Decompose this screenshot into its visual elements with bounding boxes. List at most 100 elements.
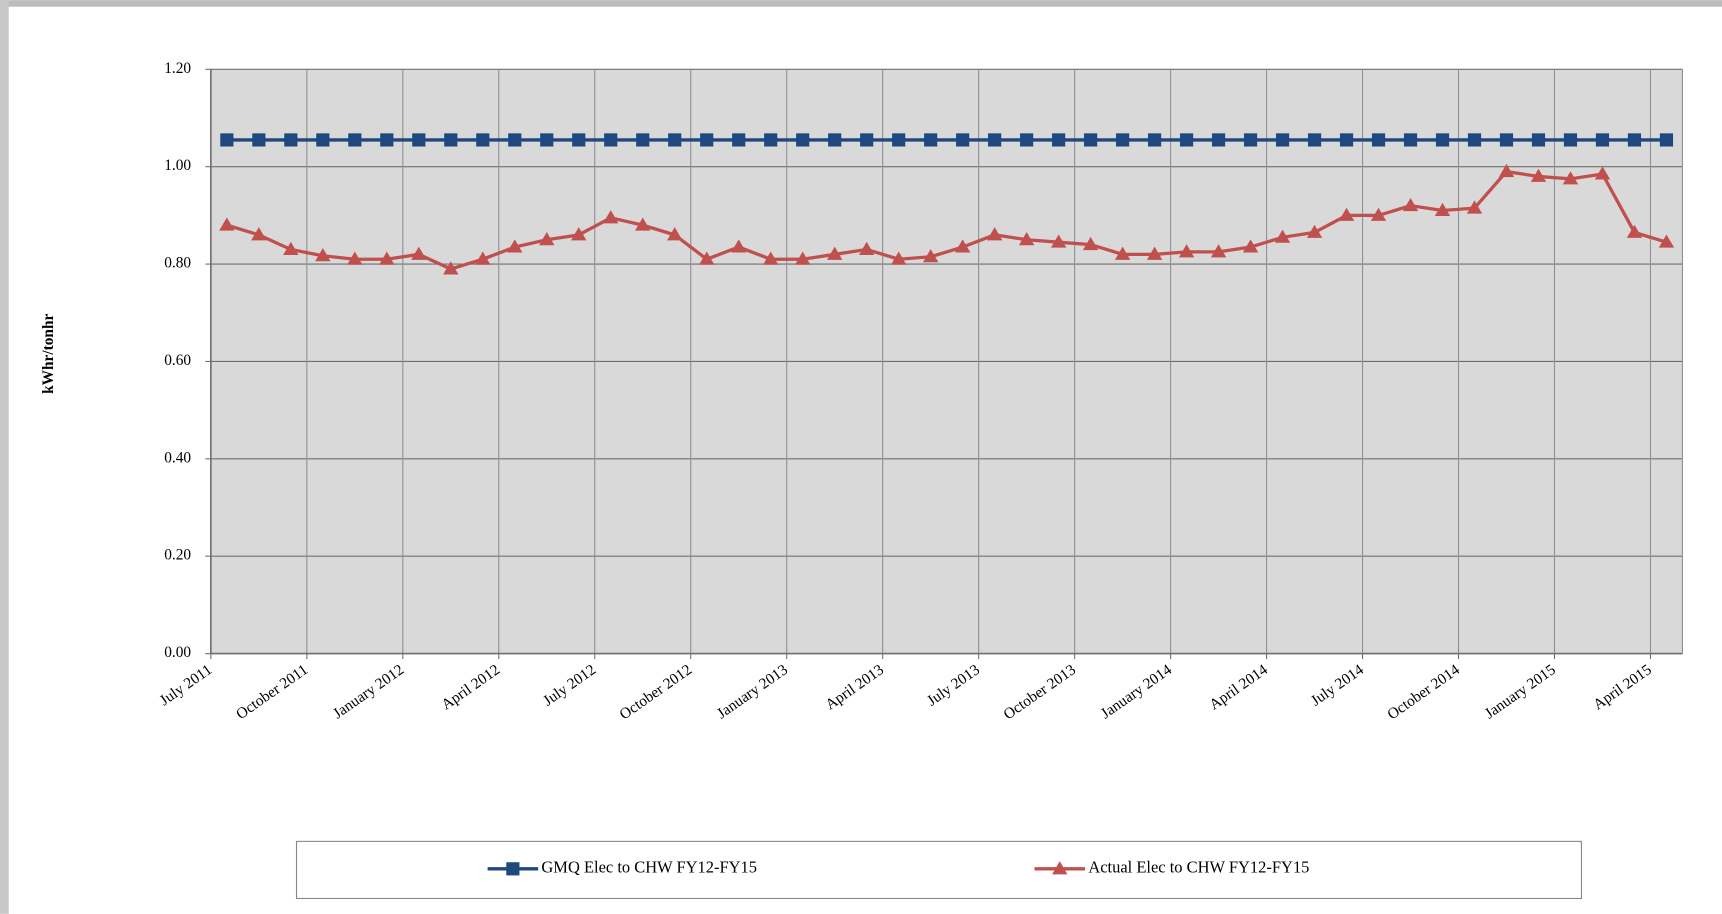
data-point <box>1116 133 1130 147</box>
y-tick-label: 0.40 <box>164 449 191 466</box>
data-point <box>348 133 362 147</box>
data-point <box>476 133 490 147</box>
data-point <box>1627 133 1642 147</box>
data-point <box>1242 239 1259 253</box>
data-point <box>635 217 651 231</box>
data-point <box>732 133 746 147</box>
data-point <box>1306 224 1323 238</box>
x-tick-label: October 2012 <box>616 661 695 723</box>
data-point <box>284 133 298 147</box>
data-point <box>219 217 235 231</box>
data-point <box>1563 133 1578 147</box>
data-point <box>1531 133 1546 147</box>
y-axis-label: kWhr/tonhr <box>40 313 57 393</box>
data-point <box>700 133 714 147</box>
data-point <box>1180 133 1194 147</box>
x-tick-label: October 2014 <box>1384 661 1463 723</box>
data-point <box>1435 133 1450 147</box>
data-point <box>954 239 971 253</box>
x-tick-label: April 2015 <box>1590 661 1655 714</box>
data-point <box>1018 232 1035 246</box>
data-point <box>539 232 555 246</box>
data-point <box>508 133 522 147</box>
data-point <box>283 241 299 255</box>
data-point <box>604 133 618 147</box>
data-point <box>956 133 970 147</box>
data-point <box>1210 244 1227 258</box>
data-point <box>1659 133 1674 147</box>
data-point <box>347 251 363 265</box>
data-point <box>412 133 426 147</box>
data-point <box>315 248 331 262</box>
data-point <box>668 133 682 147</box>
legend-marker <box>1052 861 1068 875</box>
data-point <box>827 246 843 260</box>
x-tick-label: January 2014 <box>1098 661 1175 722</box>
data-point <box>796 133 810 147</box>
data-point <box>252 133 266 147</box>
x-tick-label: January 2012 <box>330 661 407 722</box>
window-edge <box>0 0 1722 7</box>
data-point <box>1274 229 1291 243</box>
data-point <box>1595 133 1610 147</box>
data-point <box>1339 133 1354 147</box>
data-point <box>475 251 491 265</box>
data-point <box>1178 244 1195 258</box>
data-point <box>636 133 650 147</box>
data-point <box>1307 133 1322 147</box>
data-point <box>379 251 395 265</box>
data-point <box>1243 133 1258 147</box>
data-point <box>1020 133 1034 147</box>
data-point <box>1370 207 1387 221</box>
data-point <box>220 133 234 147</box>
y-tick-label: 0.00 <box>164 644 191 661</box>
data-point <box>1403 133 1418 147</box>
data-point <box>1275 133 1290 147</box>
data-point <box>1466 200 1483 214</box>
data-point <box>411 246 427 260</box>
data-point <box>603 210 619 224</box>
data-point <box>1114 246 1131 260</box>
data-point <box>1371 133 1386 147</box>
data-point <box>571 227 587 241</box>
series-line <box>226 169 1667 271</box>
data-point <box>1050 234 1067 248</box>
legend-label: Actual Elec to CHW FY12-FY15 <box>1088 858 1309 877</box>
data-point <box>699 251 715 265</box>
y-tick-label: 0.20 <box>164 547 191 564</box>
data-point <box>922 249 939 263</box>
data-point <box>1626 224 1643 238</box>
data-point <box>444 133 458 147</box>
y-tick-label: 0.80 <box>164 255 191 272</box>
y-tick-label: 1.20 <box>164 60 191 77</box>
x-tick-label: April 2014 <box>1206 661 1271 714</box>
data-point <box>1052 133 1066 147</box>
data-point <box>1402 197 1419 212</box>
data-point <box>860 133 874 147</box>
data-point <box>1467 133 1482 147</box>
x-tick-label: January 2015 <box>1482 661 1559 722</box>
window-edge <box>0 0 9 914</box>
data-point <box>795 251 811 265</box>
data-point <box>1530 168 1547 182</box>
data-point <box>316 133 330 147</box>
legend-marker <box>506 862 520 876</box>
data-point <box>764 133 778 147</box>
data-point <box>890 251 907 265</box>
data-point <box>1658 234 1675 248</box>
data-point <box>540 133 554 147</box>
x-tick-label: July 2014 <box>1308 661 1367 710</box>
data-point <box>988 133 1002 147</box>
data-point <box>443 261 459 275</box>
data-point <box>1594 166 1611 180</box>
x-tick-label: April 2012 <box>438 661 503 713</box>
data-point <box>667 227 683 241</box>
x-tick-label: April 2013 <box>822 661 887 714</box>
x-tick-label: October 2011 <box>233 661 311 723</box>
data-point <box>1084 133 1098 147</box>
legend-label: GMQ Elec to CHW FY12-FY15 <box>541 858 757 877</box>
data-point <box>858 241 875 255</box>
x-tick-label: July 2011 <box>157 661 216 709</box>
data-point <box>1499 133 1514 147</box>
